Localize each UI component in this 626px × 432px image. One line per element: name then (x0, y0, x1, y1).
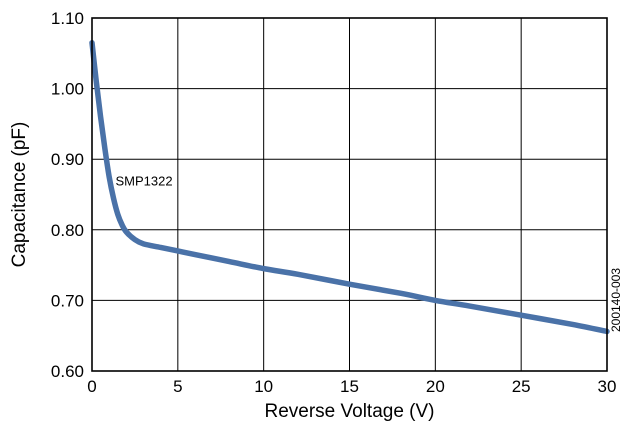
y-tick-label: 0.80 (51, 221, 84, 240)
x-tick-label: 15 (340, 377, 359, 396)
x-tick-label: 5 (173, 377, 182, 396)
y-tick-labels: 0.60 0.70 0.80 0.90 1.00 1.10 (51, 9, 84, 381)
y-tick-label: 0.70 (51, 291, 84, 310)
x-tick-label: 25 (512, 377, 531, 396)
plot-frame (91, 17, 608, 372)
y-axis-title: Capacitance (pF) (9, 122, 30, 268)
y-tick-label: 1.00 (51, 80, 84, 99)
series-annotation: SMP1322 (115, 173, 172, 188)
x-tick-label: 30 (598, 377, 617, 396)
x-tick-labels: 0 5 10 15 20 25 30 (87, 377, 616, 396)
y-tick-label: 0.90 (51, 150, 84, 169)
x-tick-label: 20 (426, 377, 445, 396)
figure-id-label: 200140-003 (609, 268, 623, 332)
series-layer (89, 39, 610, 335)
y-tick-label: 0.60 (51, 362, 84, 381)
x-axis-title: Reverse Voltage (V) (264, 401, 434, 422)
x-tick-label: 10 (254, 377, 273, 396)
y-tick-label: 1.10 (51, 9, 84, 28)
series-line-smp1322 (89, 39, 610, 335)
x-tick-label: 0 (87, 377, 96, 396)
